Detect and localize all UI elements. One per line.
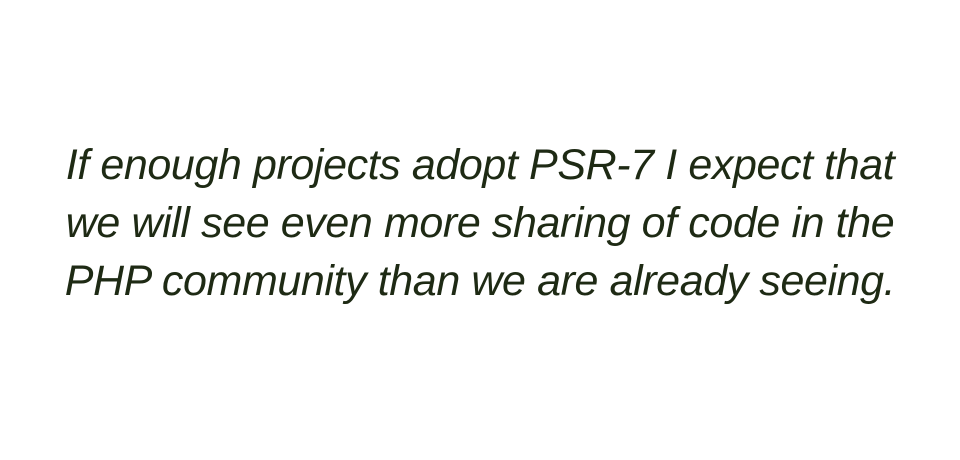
quote-line-2: we will see even more sharing of code in… <box>65 199 895 247</box>
quote-text: If enough projects adopt PSR-7 I expect … <box>0 136 960 310</box>
quote-line-3: PHP community than we are already seeing… <box>64 257 896 305</box>
quote-line-1: If enough projects adopt PSR-7 I expect … <box>65 141 895 189</box>
